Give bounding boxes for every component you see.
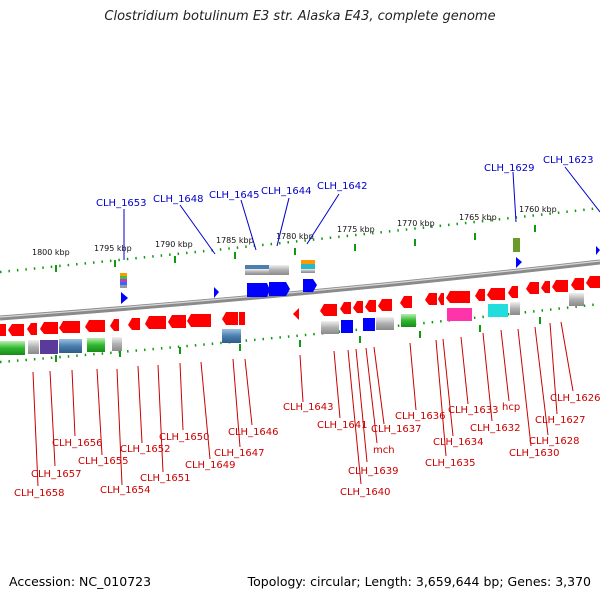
gene-label-mch: mch — [373, 445, 395, 456]
gene-label-CLH_1634: CLH_1634 — [433, 437, 484, 448]
gene-label-CLH_1636: CLH_1636 — [395, 411, 446, 422]
gene-label-CLH_1630: CLH_1630 — [509, 448, 560, 459]
bottom-label-leaders — [32, 321, 574, 487]
gene-label-CLH_1653: CLH_1653 — [96, 198, 147, 209]
gene-label-CLH_1648: CLH_1648 — [153, 194, 204, 205]
gene-label-CLH_1647: CLH_1647 — [214, 448, 265, 459]
accession-text: Accession: NC_010723 — [9, 574, 152, 589]
gene-label-CLH_1627: CLH_1627 — [535, 415, 586, 426]
gene-label-CLH_1655: CLH_1655 — [78, 456, 129, 467]
map-title: Clostridium botulinum E3 str. Alaska E43… — [104, 9, 496, 24]
genome-backbone-highlight — [0, 260, 600, 318]
top-label-leaders — [123, 166, 600, 260]
gene-label-CLH_1626: CLH_1626 — [550, 393, 600, 404]
gene-label-CLH_1642: CLH_1642 — [317, 181, 368, 192]
kbp-label-1770: 1770 kbp — [397, 219, 435, 228]
gene-label-hcp: hcp — [502, 402, 520, 413]
gene-label-CLH_1658: CLH_1658 — [14, 488, 65, 499]
gene-label-CLH_1646: CLH_1646 — [228, 427, 279, 438]
gene-label-CLH_1644: CLH_1644 — [261, 186, 312, 197]
genome-backbone — [0, 259, 600, 321]
inner-scale-ticks — [55, 317, 541, 362]
kbp-label-1800: 1800 kbp — [32, 248, 70, 257]
gene-label-CLH_1657: CLH_1657 — [31, 469, 82, 480]
kbp-label-1790: 1790 kbp — [155, 240, 193, 249]
kbp-label-1765: 1765 kbp — [459, 213, 497, 222]
gene-label-CLH_1632: CLH_1632 — [470, 423, 521, 434]
kbp-label-1795: 1795 kbp — [94, 244, 132, 253]
gene-label-CLH_1643: CLH_1643 — [283, 402, 334, 413]
forward-strand-genes — [120, 238, 600, 304]
gene-label-CLH_1649: CLH_1649 — [185, 460, 236, 471]
gene-label-CLH_1639: CLH_1639 — [348, 466, 399, 477]
gene-label-CLH_1637: CLH_1637 — [371, 424, 422, 435]
gene-label-CLH_1656: CLH_1656 — [52, 438, 103, 449]
reverse-strand-genes — [0, 276, 600, 355]
kbp-label-1775: 1775 kbp — [337, 225, 375, 234]
genome-summary-text: Topology: circular; Length: 3,659,644 bp… — [247, 574, 591, 589]
gene-label-CLH_1640: CLH_1640 — [340, 487, 391, 498]
kbp-label-1760: 1760 kbp — [519, 205, 557, 214]
gene-label-CLH_1654: CLH_1654 — [100, 485, 151, 496]
gene-label-CLH_1633: CLH_1633 — [448, 405, 499, 416]
outer-scale-ticks — [55, 225, 536, 272]
gene-label-CLH_1623: CLH_1623 — [543, 155, 594, 166]
gene-label-CLH_1629: CLH_1629 — [484, 163, 535, 174]
gene-label-CLH_1645: CLH_1645 — [209, 190, 260, 201]
gene-label-CLH_1651: CLH_1651 — [140, 473, 191, 484]
kbp-label-1780: 1780 kbp — [276, 232, 314, 241]
gene-label-CLH_1635: CLH_1635 — [425, 458, 476, 469]
kbp-label-1785: 1785 kbp — [216, 236, 254, 245]
gene-label-CLH_1628: CLH_1628 — [529, 436, 580, 447]
gene-label-CLH_1652: CLH_1652 — [120, 444, 171, 455]
gene-label-CLH_1650: CLH_1650 — [159, 432, 210, 443]
gene-label-CLH_1641: CLH_1641 — [317, 420, 368, 431]
